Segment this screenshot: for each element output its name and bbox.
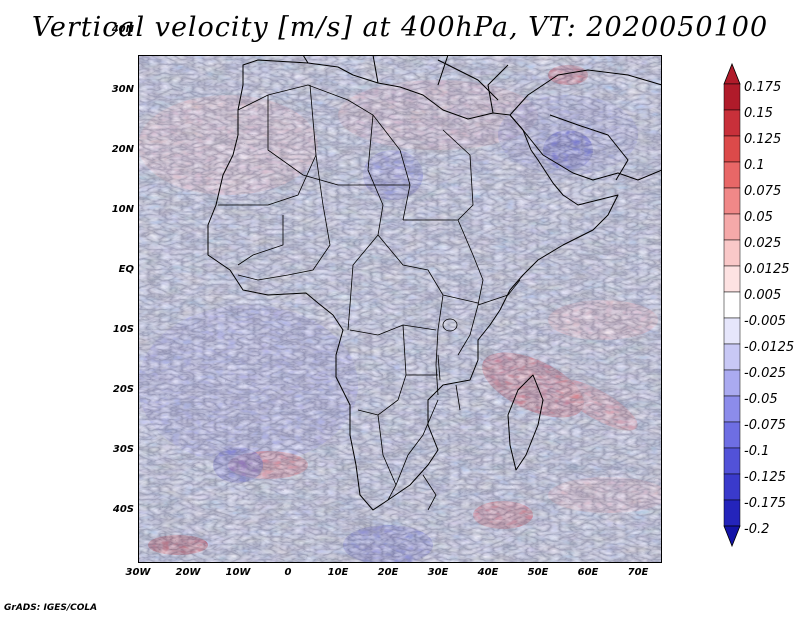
- colorbar-segment: [723, 109, 741, 137]
- madagascar-outline: [507, 374, 544, 471]
- colorbar-tick-label: -0.125: [744, 470, 786, 485]
- colorbar-segment: [723, 265, 741, 293]
- colorbar-tick-label: -0.2: [744, 522, 770, 537]
- colorbar-segment: [723, 447, 741, 475]
- lon-tick-label: 70E: [627, 567, 649, 578]
- lat-tick-label: EQ: [118, 264, 134, 275]
- lon-tick-label: 10E: [327, 567, 349, 578]
- lon-tick-label: 20W: [175, 567, 201, 578]
- lakes: [437, 318, 461, 411]
- lon-tick-label: 50E: [527, 567, 549, 578]
- colorbar-tick-label: 0.15: [744, 106, 773, 121]
- colorbar-segment: [723, 343, 741, 371]
- colorbar-tick-label: 0.025: [744, 236, 782, 251]
- colorbar-segment: [723, 213, 741, 241]
- colorbar-tick-label: -0.175: [744, 496, 786, 511]
- lon-tick-label: 0: [284, 567, 292, 578]
- lat-tick-label: 30N: [111, 84, 134, 95]
- colorbar-segment: [723, 291, 741, 319]
- colorbar-segment: [723, 239, 741, 267]
- colorbar-segment: [723, 499, 741, 527]
- lake-malawi-outline: [455, 384, 461, 411]
- velocity-field: [138, 55, 662, 563]
- country-borders: [218, 84, 521, 511]
- lat-tick-label: 40N: [111, 24, 134, 35]
- coastlines: [207, 55, 662, 511]
- map-plot-area: [138, 55, 662, 563]
- lon-tick-label: 40E: [477, 567, 499, 578]
- lake-victoria-outline: [442, 318, 458, 332]
- colorbar-segment: [723, 369, 741, 397]
- lat-tick-label: 20N: [111, 144, 134, 155]
- colorbar-segment: [723, 395, 741, 423]
- lake-tanganyika-outline: [437, 354, 441, 381]
- colorbar-segment: [723, 473, 741, 501]
- colorbar-top-arrow: [723, 62, 741, 85]
- lon-tick-label: 30W: [125, 567, 151, 578]
- colorbar: [723, 62, 741, 548]
- colorbar-tick-label: -0.005: [744, 314, 786, 329]
- colorbar-tick-label: 0.175: [744, 80, 782, 95]
- field-streaks: [138, 55, 662, 563]
- credit-text: GrADS: IGES/COLA: [4, 603, 98, 613]
- lat-tick-label: 40S: [112, 504, 134, 515]
- colorbar-tick-label: -0.075: [744, 418, 786, 433]
- colorbar-segment: [723, 421, 741, 449]
- colorbar-segment: [723, 187, 741, 215]
- colorbar-tick-label: 0.1: [744, 158, 765, 173]
- colorbar-segment: [723, 317, 741, 345]
- lat-tick-label: 30S: [112, 444, 134, 455]
- lon-tick-label: 20E: [377, 567, 399, 578]
- lon-tick-label: 60E: [577, 567, 599, 578]
- colorbar-tick-label: 0.125: [744, 132, 782, 147]
- map-title: Vertical velocity [m/s] at 400hPa, VT: 2…: [31, 12, 769, 43]
- lat-tick-label: 10S: [112, 324, 134, 335]
- lat-tick-label: 20S: [112, 384, 134, 395]
- colorbar-tick-label: 0.075: [744, 184, 782, 199]
- colorbar-tick-label: 0.05: [744, 210, 773, 225]
- lat-tick-label: 10N: [111, 204, 134, 215]
- colorbar-tick-label: -0.1: [744, 444, 770, 459]
- colorbar-tick-label: 0.005: [744, 288, 782, 303]
- colorbar-bottom-arrow: [723, 525, 741, 548]
- colorbar-tick-label: -0.025: [744, 366, 786, 381]
- colorbar-tick-label: -0.05: [744, 392, 778, 407]
- lon-tick-label: 10W: [225, 567, 251, 578]
- colorbar-segment: [723, 83, 741, 111]
- colorbar-segment: [723, 161, 741, 189]
- colorbar-tick-label: -0.0125: [744, 340, 795, 355]
- colorbar-tick-label: 0.0125: [744, 262, 790, 277]
- colorbar-segment: [723, 135, 741, 163]
- lon-tick-label: 30E: [427, 567, 449, 578]
